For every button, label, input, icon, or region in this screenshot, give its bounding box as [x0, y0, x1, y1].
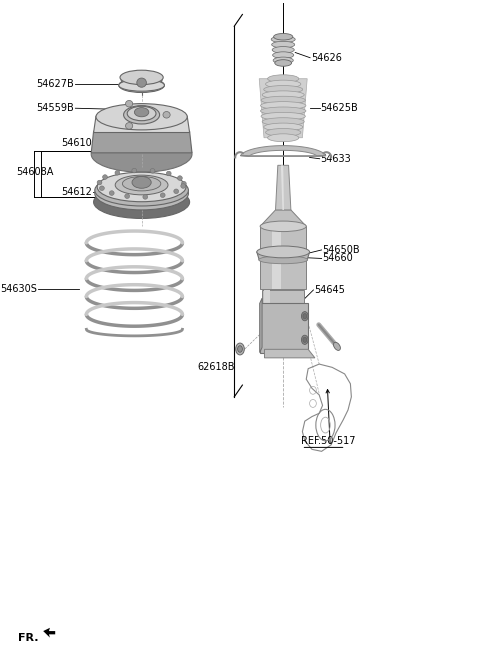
Ellipse shape [103, 174, 108, 179]
Ellipse shape [303, 314, 307, 319]
Ellipse shape [132, 176, 151, 188]
Polygon shape [276, 165, 291, 210]
Ellipse shape [261, 112, 305, 120]
Ellipse shape [95, 174, 188, 206]
Ellipse shape [115, 171, 120, 175]
Ellipse shape [267, 134, 299, 142]
Ellipse shape [275, 60, 291, 66]
Ellipse shape [273, 57, 293, 64]
Text: REF.50-517: REF.50-517 [301, 436, 356, 446]
Polygon shape [260, 226, 306, 289]
Ellipse shape [260, 221, 306, 232]
Polygon shape [260, 210, 306, 226]
Text: 54625B: 54625B [321, 103, 359, 113]
Ellipse shape [334, 342, 340, 350]
Ellipse shape [115, 175, 168, 195]
Polygon shape [43, 628, 55, 638]
Polygon shape [240, 155, 326, 156]
Ellipse shape [272, 47, 294, 53]
Polygon shape [272, 226, 281, 289]
Text: 54633: 54633 [321, 154, 351, 164]
Ellipse shape [167, 171, 171, 176]
Ellipse shape [126, 100, 133, 107]
Ellipse shape [273, 52, 294, 58]
Ellipse shape [174, 189, 179, 194]
Polygon shape [264, 290, 270, 349]
Polygon shape [281, 165, 284, 210]
Text: 54559B: 54559B [36, 103, 74, 113]
Text: 62618B: 62618B [198, 362, 235, 372]
Ellipse shape [132, 169, 137, 173]
Polygon shape [240, 146, 326, 156]
Text: 54630S: 54630S [0, 283, 37, 294]
Ellipse shape [261, 102, 306, 110]
Ellipse shape [274, 33, 293, 40]
Ellipse shape [134, 108, 149, 117]
Ellipse shape [119, 79, 164, 91]
Ellipse shape [181, 184, 186, 188]
Ellipse shape [264, 85, 303, 93]
Text: 54626: 54626 [311, 52, 342, 63]
Ellipse shape [94, 186, 190, 218]
Polygon shape [264, 349, 315, 358]
Ellipse shape [236, 343, 244, 355]
Ellipse shape [267, 75, 299, 83]
Text: 54627B: 54627B [36, 79, 74, 89]
Ellipse shape [125, 123, 132, 129]
Ellipse shape [271, 36, 295, 43]
Ellipse shape [96, 104, 187, 130]
Text: 54612: 54612 [61, 186, 92, 197]
Ellipse shape [97, 173, 186, 202]
Text: 54660: 54660 [323, 253, 353, 264]
Ellipse shape [119, 78, 164, 92]
Ellipse shape [91, 136, 192, 173]
Polygon shape [259, 79, 307, 138]
Ellipse shape [120, 70, 163, 85]
Ellipse shape [257, 246, 310, 258]
Ellipse shape [143, 195, 148, 199]
Text: 54610: 54610 [61, 138, 92, 148]
Polygon shape [262, 290, 304, 349]
Ellipse shape [259, 256, 308, 264]
Ellipse shape [134, 104, 149, 113]
Ellipse shape [261, 107, 306, 115]
Ellipse shape [163, 112, 170, 118]
Polygon shape [257, 252, 310, 260]
Text: FR.: FR. [18, 632, 39, 643]
Ellipse shape [99, 186, 104, 190]
Ellipse shape [137, 78, 146, 87]
Polygon shape [260, 298, 262, 352]
Ellipse shape [150, 169, 155, 173]
Ellipse shape [124, 106, 159, 124]
Ellipse shape [122, 176, 161, 191]
Ellipse shape [301, 312, 308, 321]
Text: 54645: 54645 [314, 285, 345, 295]
Ellipse shape [160, 193, 165, 197]
Ellipse shape [181, 181, 186, 186]
Ellipse shape [95, 177, 188, 210]
Ellipse shape [262, 117, 304, 125]
Ellipse shape [265, 129, 301, 136]
Ellipse shape [127, 106, 156, 121]
Ellipse shape [97, 180, 102, 185]
Ellipse shape [301, 335, 308, 344]
Ellipse shape [238, 346, 242, 352]
Ellipse shape [134, 107, 149, 115]
Text: 54608A: 54608A [16, 167, 53, 177]
Polygon shape [260, 303, 308, 352]
Ellipse shape [265, 80, 301, 88]
Text: 54650B: 54650B [323, 245, 360, 255]
Ellipse shape [125, 194, 130, 199]
Ellipse shape [303, 337, 307, 342]
Ellipse shape [261, 96, 305, 104]
Ellipse shape [262, 91, 304, 99]
Ellipse shape [121, 74, 162, 86]
Ellipse shape [178, 176, 182, 180]
Polygon shape [91, 131, 192, 153]
Ellipse shape [272, 41, 295, 48]
Ellipse shape [264, 123, 303, 131]
Ellipse shape [109, 191, 114, 195]
Ellipse shape [138, 107, 145, 112]
Polygon shape [94, 116, 190, 133]
